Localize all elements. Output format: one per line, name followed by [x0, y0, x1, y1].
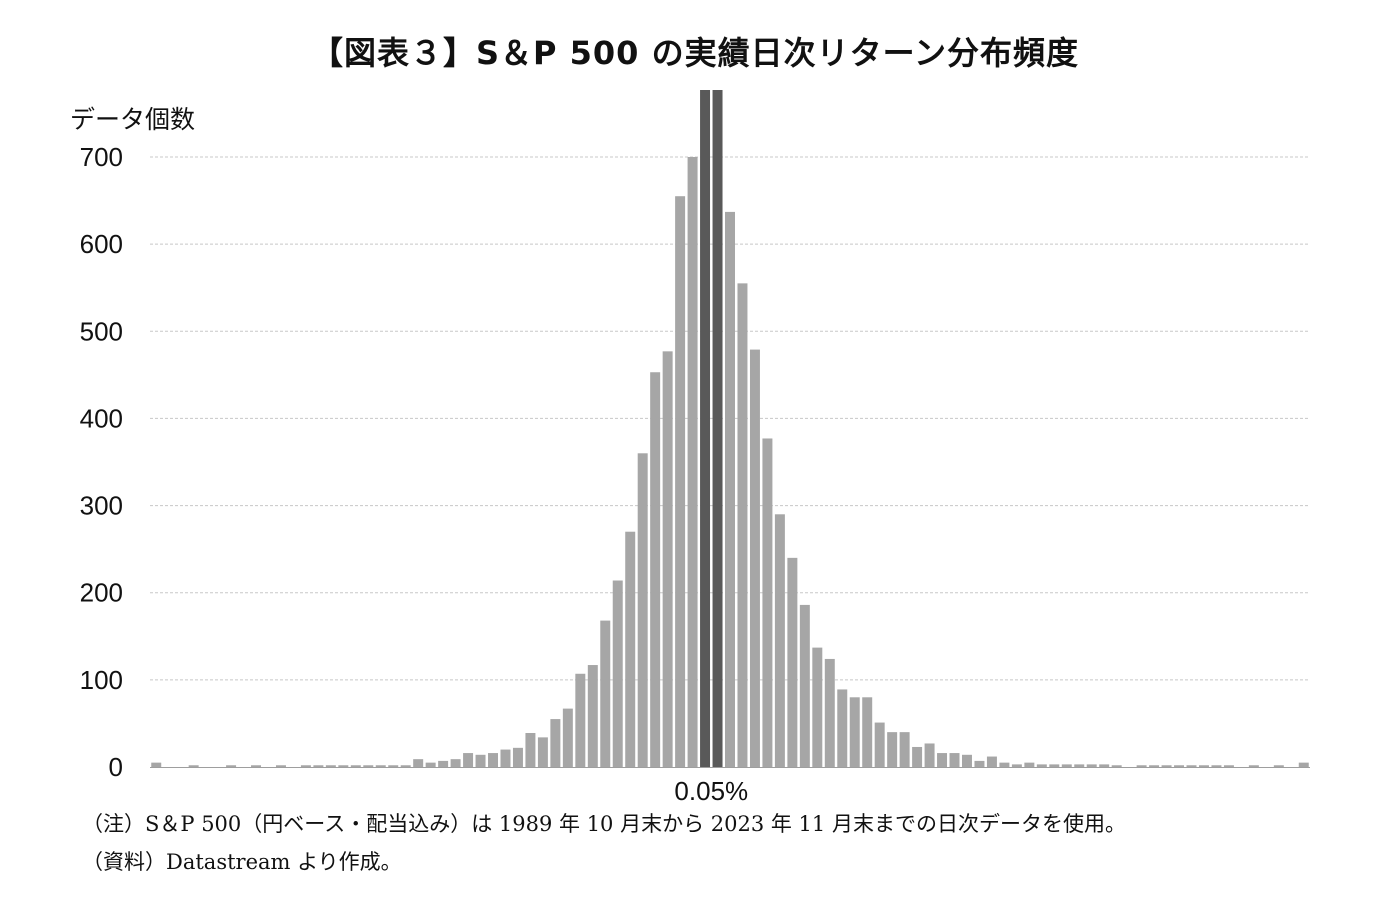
bar — [350, 765, 361, 767]
bar — [999, 762, 1010, 767]
bar — [1198, 765, 1209, 767]
bar — [363, 765, 374, 767]
bar — [675, 196, 686, 767]
y-axis-label: データ個数 — [70, 105, 196, 134]
bar — [1099, 764, 1110, 767]
bar — [313, 765, 324, 767]
bar — [899, 732, 910, 767]
bar — [1111, 765, 1122, 767]
bar — [500, 749, 511, 767]
bar — [737, 283, 748, 767]
bar — [725, 211, 735, 767]
bar — [188, 765, 199, 767]
bar — [1136, 765, 1147, 767]
bar — [862, 697, 873, 767]
bar — [912, 746, 923, 767]
bar — [949, 753, 960, 767]
bar — [537, 737, 548, 767]
bar — [1248, 765, 1259, 767]
bar — [1161, 765, 1172, 767]
bar — [425, 762, 436, 767]
bar — [1273, 765, 1284, 767]
bar — [550, 719, 561, 767]
bar — [650, 372, 661, 767]
bar — [812, 647, 823, 767]
bar — [562, 708, 573, 767]
bar — [488, 753, 498, 767]
y-tick-label: 500 — [80, 316, 123, 346]
bar — [438, 760, 449, 767]
bar — [251, 765, 262, 767]
bar — [799, 604, 810, 767]
bar — [849, 697, 860, 767]
bar — [325, 765, 336, 767]
bar — [1086, 764, 1097, 767]
bar — [151, 762, 162, 767]
bar — [1011, 764, 1022, 767]
bar — [1211, 765, 1222, 767]
y-axis-ticks: 0 100 200 300 400 500 600 700 — [80, 142, 123, 782]
bar — [887, 732, 898, 767]
bar — [612, 580, 623, 767]
bar — [787, 557, 798, 767]
bar — [1174, 765, 1185, 767]
footnote-note: （注）S＆P 500（円ベース・配当込み）は 1989 年 10 月末から 20… — [82, 812, 1126, 836]
y-tick-label: 600 — [80, 229, 123, 259]
bar — [1298, 762, 1309, 767]
y-tick-label: 100 — [80, 665, 123, 695]
y-tick-label: 300 — [80, 491, 123, 521]
bar — [1186, 765, 1197, 767]
bar — [400, 765, 411, 767]
bar — [587, 665, 598, 767]
bar — [637, 453, 648, 767]
bar — [512, 747, 523, 767]
bar — [974, 760, 985, 767]
bar — [762, 438, 773, 767]
bar — [463, 753, 474, 767]
bar — [937, 753, 948, 767]
y-tick-label: 200 — [80, 578, 123, 608]
bar — [837, 689, 848, 767]
bar-highlight — [712, 90, 723, 767]
bar — [338, 765, 349, 767]
bar — [1149, 765, 1160, 767]
bar — [874, 722, 885, 767]
bar — [962, 754, 972, 767]
bar — [375, 765, 386, 767]
bar — [1223, 765, 1234, 767]
bar — [388, 765, 399, 767]
x-center-label: 0.05% — [674, 776, 748, 806]
bar — [275, 765, 286, 767]
bar — [600, 620, 611, 767]
bar — [749, 349, 760, 767]
bar — [1049, 764, 1060, 767]
bar — [1024, 762, 1035, 767]
bar — [475, 754, 486, 767]
bar-highlight — [700, 90, 711, 767]
y-tick-label: 700 — [80, 142, 123, 172]
bars — [151, 90, 1309, 767]
bar — [450, 759, 461, 767]
bar — [413, 759, 424, 767]
y-tick-label: 400 — [80, 403, 123, 433]
bar — [1036, 764, 1047, 767]
bar — [226, 765, 237, 767]
y-tick-label: 0 — [109, 752, 123, 782]
bar — [662, 351, 673, 767]
bar — [300, 765, 311, 767]
bar — [525, 733, 536, 767]
bar — [625, 531, 636, 767]
bar — [687, 157, 698, 767]
footnote-source: （資料）Datastream より作成。 — [82, 850, 402, 874]
chart-title: 【図表３】S＆P 500 の実績日次リターン分布頻度 — [311, 34, 1079, 72]
bar — [575, 673, 586, 767]
bar — [986, 756, 997, 767]
bar — [774, 514, 785, 767]
bar — [924, 743, 935, 767]
bar — [824, 658, 835, 767]
bar — [1061, 764, 1072, 767]
bar — [1074, 764, 1085, 767]
